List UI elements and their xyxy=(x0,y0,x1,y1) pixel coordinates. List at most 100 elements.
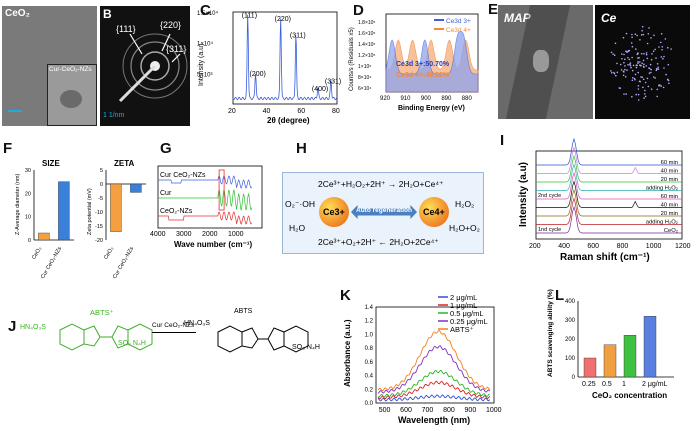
panel-e-ce-map: Ce xyxy=(595,5,690,119)
y-tick: 0.2 xyxy=(365,387,374,393)
ce-dot xyxy=(623,53,625,56)
ce-dot xyxy=(650,88,653,90)
panel-a-inset-label: Cur-CeO₂-NZs xyxy=(49,66,92,73)
ring-label-111: {111} xyxy=(116,24,136,34)
y-tick: 400 xyxy=(565,299,576,305)
x-tick: 4000 xyxy=(150,231,166,238)
legend-label: 1 μg/mL xyxy=(450,301,477,310)
raman-chart: CeO₂ adding H₂O₂ 20 min 40 min 60 min adding … xyxy=(518,137,691,263)
ce-dot xyxy=(638,80,641,83)
axes-frame xyxy=(232,11,338,105)
ce-dot xyxy=(636,53,639,56)
ce-dot xyxy=(642,33,645,36)
x-tick: 800 xyxy=(617,243,629,250)
ce-dot xyxy=(629,64,632,67)
ce-dot xyxy=(635,64,638,67)
ce-dot xyxy=(647,85,650,88)
y-tick: 1×10⁴ xyxy=(197,41,214,48)
ring-label-220: {220} xyxy=(160,20,182,30)
ce-dot xyxy=(632,64,635,67)
y-axis-label: Absorbance (a.u.) xyxy=(343,319,352,387)
ce-dot xyxy=(641,29,643,32)
x-tick: 600 xyxy=(400,407,412,414)
y-tick: 1.5×10⁴ xyxy=(197,10,219,17)
ce-dot xyxy=(637,85,640,87)
legend-label: 0.5 μg/mL xyxy=(450,309,484,318)
ce-dot xyxy=(629,63,631,66)
ce-dot xyxy=(637,99,640,101)
ce-dot xyxy=(639,64,641,66)
ce-dot xyxy=(654,48,656,51)
ce-dot xyxy=(646,42,649,45)
x-tick: 3000 xyxy=(176,231,192,238)
panel-e-map: E MAP xyxy=(488,1,593,119)
y-tick: 300 xyxy=(565,318,576,324)
ce-dot xyxy=(652,50,655,52)
ce-dot xyxy=(635,93,637,96)
ce-dot xyxy=(648,27,650,29)
spectrum-line xyxy=(377,380,491,400)
reaction-scheme: ABTS⁺ HN₄O₃S SO₃ N₄H Cur CeO₂-NZs ABTS H… xyxy=(12,300,332,380)
y-axis-label: Counts/s (Residuals x5) xyxy=(349,27,355,91)
x-axis-label: Wavelength (nm) xyxy=(398,415,470,425)
ce-dot xyxy=(630,66,632,69)
ce-dot xyxy=(643,97,645,99)
panel-f-label: F xyxy=(3,140,13,157)
peak-label: (200) xyxy=(250,71,266,78)
ce-dot xyxy=(624,58,626,61)
xrd-chart: (111) (200) (220) (311) (400)(331) 20 40 60 80 5×… xyxy=(197,10,341,125)
ce-dot xyxy=(627,64,629,66)
ce-dot xyxy=(657,66,659,69)
x-axis-label: Wave number (cm⁻¹) xyxy=(174,240,252,249)
ce-dot xyxy=(655,68,658,70)
peak-label: (111) xyxy=(242,12,257,19)
x-tick: 60 xyxy=(297,108,305,115)
scheme-box: 2Ce³⁺+H₂O₂+2H⁺ → 2H₂O+Ce⁴⁺ 2Ce³⁺+O₂+2H⁺ … xyxy=(282,172,484,254)
x-tick: 20 xyxy=(228,108,236,115)
x-tick: 900 xyxy=(421,96,432,102)
ce-dot xyxy=(665,73,667,76)
ce-dot xyxy=(664,38,667,40)
x-tick: 1200 xyxy=(675,243,691,250)
ce-dot xyxy=(663,67,665,69)
reactant-grp-right: SO₃ N₄H xyxy=(118,340,146,347)
y-tick: 0 xyxy=(28,238,31,244)
x-tick: 1000 xyxy=(646,243,662,250)
ce-dot xyxy=(613,72,616,75)
ce-dot xyxy=(623,93,625,95)
ce-dot xyxy=(648,72,651,74)
ftir-line xyxy=(158,188,252,212)
left-bottom: H₂O xyxy=(289,223,306,233)
ce-dot xyxy=(651,53,653,55)
ce-dot xyxy=(622,74,625,77)
ce-dot xyxy=(631,33,633,36)
x-tick: 900 xyxy=(465,407,477,414)
ce-dot xyxy=(625,50,627,52)
y-tick: 0.6 xyxy=(365,360,374,366)
ce-dot xyxy=(631,69,634,72)
ce-dot xyxy=(631,95,633,98)
x-tick: 890 xyxy=(441,96,452,102)
y-axis-label: Intensity (a.u) xyxy=(198,44,205,86)
ce-dot xyxy=(625,32,628,35)
line-label: 20 min xyxy=(661,177,678,183)
ce-dot xyxy=(657,68,660,70)
ce-dot xyxy=(644,89,646,92)
y-tick: 20 xyxy=(25,191,31,197)
y-tick: -20 xyxy=(95,238,103,244)
reaction-arrow xyxy=(152,332,196,333)
highlight-box xyxy=(218,169,225,211)
panel-b-diffraction: B {111} {220} {311} 1 1/nm xyxy=(100,6,190,126)
raman-line xyxy=(536,188,682,217)
ce-dot xyxy=(620,69,623,71)
x-tick: 700 xyxy=(422,407,434,414)
ce-dot xyxy=(658,84,660,86)
y-tick: 1.0 xyxy=(365,332,374,338)
ce-dot xyxy=(660,56,663,58)
ratio-label: Ce3d 3+:50.70% xyxy=(396,61,450,68)
ce-dot xyxy=(625,93,627,95)
chart-title: ZETA xyxy=(114,159,135,168)
ce-dot xyxy=(653,76,655,78)
ce3-area xyxy=(385,30,479,93)
ce-dot xyxy=(642,86,644,89)
